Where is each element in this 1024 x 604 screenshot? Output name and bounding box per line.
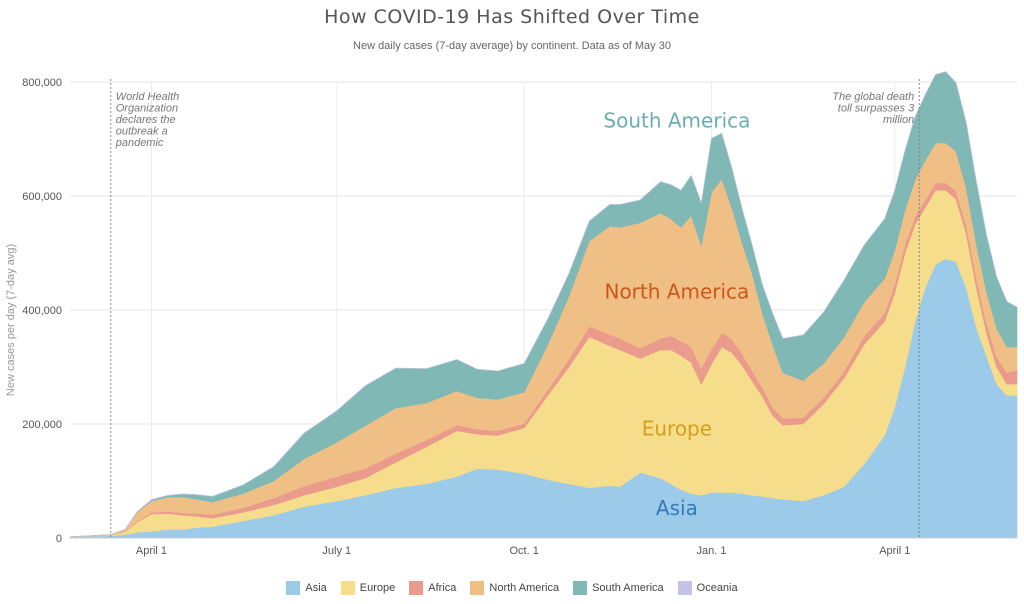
legend-label: Africa <box>428 582 457 594</box>
annotation-text-line: declares the <box>116 114 176 126</box>
legend-swatch <box>340 581 355 595</box>
area-label-north-america: North America <box>604 280 749 304</box>
annotation-text-line: toll surpasses 3 <box>838 103 915 115</box>
annotation-text-line: World Health <box>116 91 180 103</box>
legend-label: Asia <box>305 582 327 594</box>
legend-swatch <box>286 581 301 595</box>
area-label-south-america: South America <box>603 109 750 133</box>
annotation-text-line: pandemic <box>115 137 164 149</box>
area-oceania <box>69 71 1018 538</box>
legend-label: Oceania <box>696 582 738 594</box>
x-tick-label: Oct. 1 <box>509 545 538 557</box>
area-labels: South America North America Europe Asia <box>603 109 750 521</box>
legend-item-south-america[interactable]: South America <box>573 581 664 595</box>
y-tick-label: 800,000 <box>22 77 62 89</box>
legend-swatch <box>677 581 692 595</box>
annotation-text-line: The global death <box>832 91 914 103</box>
axes: 0 200,000 400,000 600,000 800,000 April 1 July… <box>5 77 1017 557</box>
x-tick-label: July 1 <box>322 545 351 557</box>
annotation-text-line: million <box>883 114 914 126</box>
legend-swatch <box>470 581 485 595</box>
legend-label: South America <box>592 582 664 594</box>
legend-swatch <box>409 581 424 595</box>
chart-subtitle: New daily cases (7-day average) by conti… <box>353 40 671 52</box>
annotation-text-line: Organization <box>116 103 178 115</box>
y-tick-label: 0 <box>56 533 62 545</box>
legend-label: Europe <box>359 582 396 594</box>
x-tick-label: April 1 <box>136 545 167 557</box>
chart-title: How COVID-19 Has Shifted Over Time <box>324 6 700 28</box>
y-tick-label: 200,000 <box>22 419 62 431</box>
legend-item-oceania[interactable]: Oceania <box>677 581 738 595</box>
y-tick-label: 600,000 <box>22 191 62 203</box>
legend-item-north-america[interactable]: North America <box>470 581 559 595</box>
legend-item-europe[interactable]: Europe <box>340 581 396 595</box>
legend-item-africa[interactable]: Africa <box>409 581 456 595</box>
area-label-asia: Asia <box>656 496 698 520</box>
legend: Asia Europe Africa North America South Ameri… <box>0 581 1024 595</box>
y-axis-title: New cases per day (7-day avg) <box>5 244 17 396</box>
legend-label: North America <box>489 582 560 594</box>
x-tick-label: Jan. 1 <box>697 545 727 557</box>
area-series-group <box>69 71 1018 539</box>
y-tick-label: 400,000 <box>22 305 62 317</box>
legend-item-asia[interactable]: Asia <box>286 581 327 595</box>
x-tick-label: April 1 <box>879 545 910 557</box>
annotation-text-line: outbreak a <box>116 126 168 138</box>
legend-swatch <box>573 581 588 595</box>
area-label-europe: Europe <box>642 416 712 440</box>
